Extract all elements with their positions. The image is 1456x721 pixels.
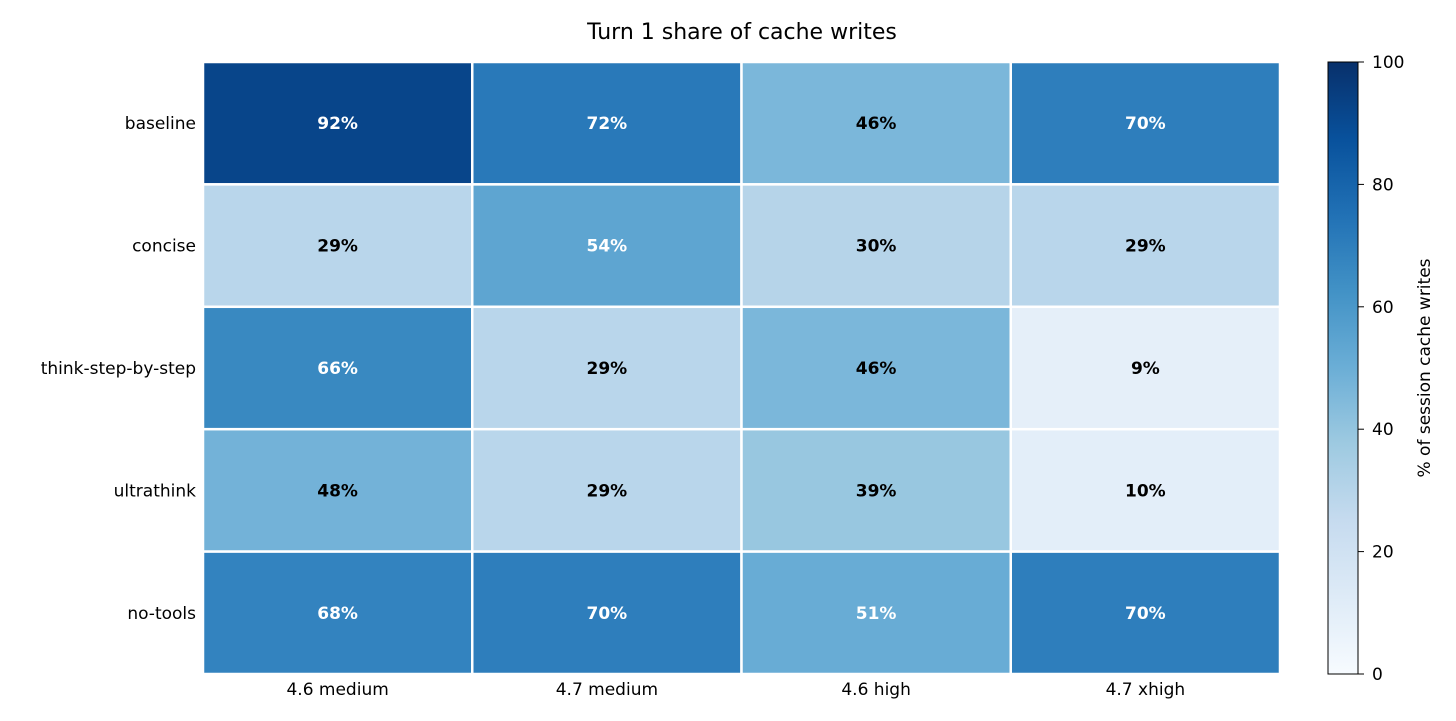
heatmap-cell: [471, 427, 743, 553]
cell-value-label: 30%: [856, 237, 897, 257]
heatmap-cell: [1009, 60, 1282, 186]
cell-value-label: 29%: [1125, 237, 1166, 257]
cell-value-label: 29%: [587, 359, 628, 379]
colorbar: 0 20 40 60 80 100 % of session cache writes: [1327, 53, 1435, 685]
heatmap-cell: [740, 60, 1012, 186]
colorbar-tick-label: 60: [1372, 298, 1394, 318]
column-label: 4.7 xhigh: [1106, 680, 1186, 700]
row-label: think-step-by-step: [41, 359, 196, 379]
heatmap-cell: [740, 550, 1012, 676]
cell-value-label: 46%: [856, 359, 897, 379]
row-label: concise: [132, 237, 196, 257]
chart-title: Turn 1 share of cache writes: [586, 20, 897, 45]
cell-value-label: 48%: [317, 481, 358, 501]
column-label: 4.7 medium: [556, 680, 658, 700]
heatmap-cell: [201, 550, 474, 676]
cell-value-label: 68%: [317, 604, 358, 624]
cell-value-label: 70%: [1125, 114, 1166, 134]
heatmap-cell: [1009, 183, 1282, 309]
colorbar-tick-label: 100: [1372, 53, 1404, 73]
colorbar-tick-label: 40: [1372, 420, 1394, 440]
heatmap-cell: [1009, 427, 1282, 553]
heatmap-cell: [1009, 305, 1282, 431]
colorbar-ticks: 0 20 40 60 80 100: [1358, 53, 1404, 685]
row-label: baseline: [125, 114, 196, 134]
heatmap-cell: [201, 60, 474, 186]
heatmap-cells: 92% 72% 46% 70% 29% 54% 30% 29% 66% 29% 46% 9% 48% 29…: [201, 60, 1282, 676]
heatmap-cell: [1009, 550, 1282, 676]
cell-value-label: 29%: [317, 237, 358, 257]
cell-value-label: 39%: [856, 481, 897, 501]
cell-value-label: 54%: [587, 237, 628, 257]
colorbar-tick-label: 80: [1372, 175, 1394, 195]
cell-value-label: 10%: [1125, 481, 1166, 501]
heatmap-cell: [471, 550, 743, 676]
heatmap-cell: [471, 60, 743, 186]
colorbar-gradient: [1327, 61, 1359, 675]
cell-value-label: 29%: [587, 481, 628, 501]
cell-value-label: 92%: [317, 114, 358, 134]
colorbar-tick-label: 0: [1372, 665, 1383, 685]
heatmap-cell: [471, 305, 743, 431]
row-label: no-tools: [127, 604, 196, 624]
row-label: ultrathink: [114, 481, 197, 501]
colorbar-label: % of session cache writes: [1415, 258, 1435, 477]
column-label: 4.6 medium: [286, 680, 388, 700]
cell-value-label: 9%: [1131, 359, 1160, 379]
column-labels: 4.6 medium 4.7 medium 4.6 high 4.7 xhigh: [286, 680, 1185, 700]
cell-value-label: 46%: [856, 114, 897, 134]
heatmap-cell: [471, 183, 743, 309]
cell-value-label: 51%: [856, 604, 897, 624]
column-label: 4.6 high: [841, 680, 911, 700]
cell-value-label: 70%: [587, 604, 628, 624]
cell-value-label: 72%: [587, 114, 628, 134]
cell-value-label: 66%: [317, 359, 358, 379]
colorbar-tick-label: 20: [1372, 543, 1394, 563]
cell-value-label: 70%: [1125, 604, 1166, 624]
row-labels: baseline concise think-step-by-step ultrath…: [41, 114, 196, 624]
